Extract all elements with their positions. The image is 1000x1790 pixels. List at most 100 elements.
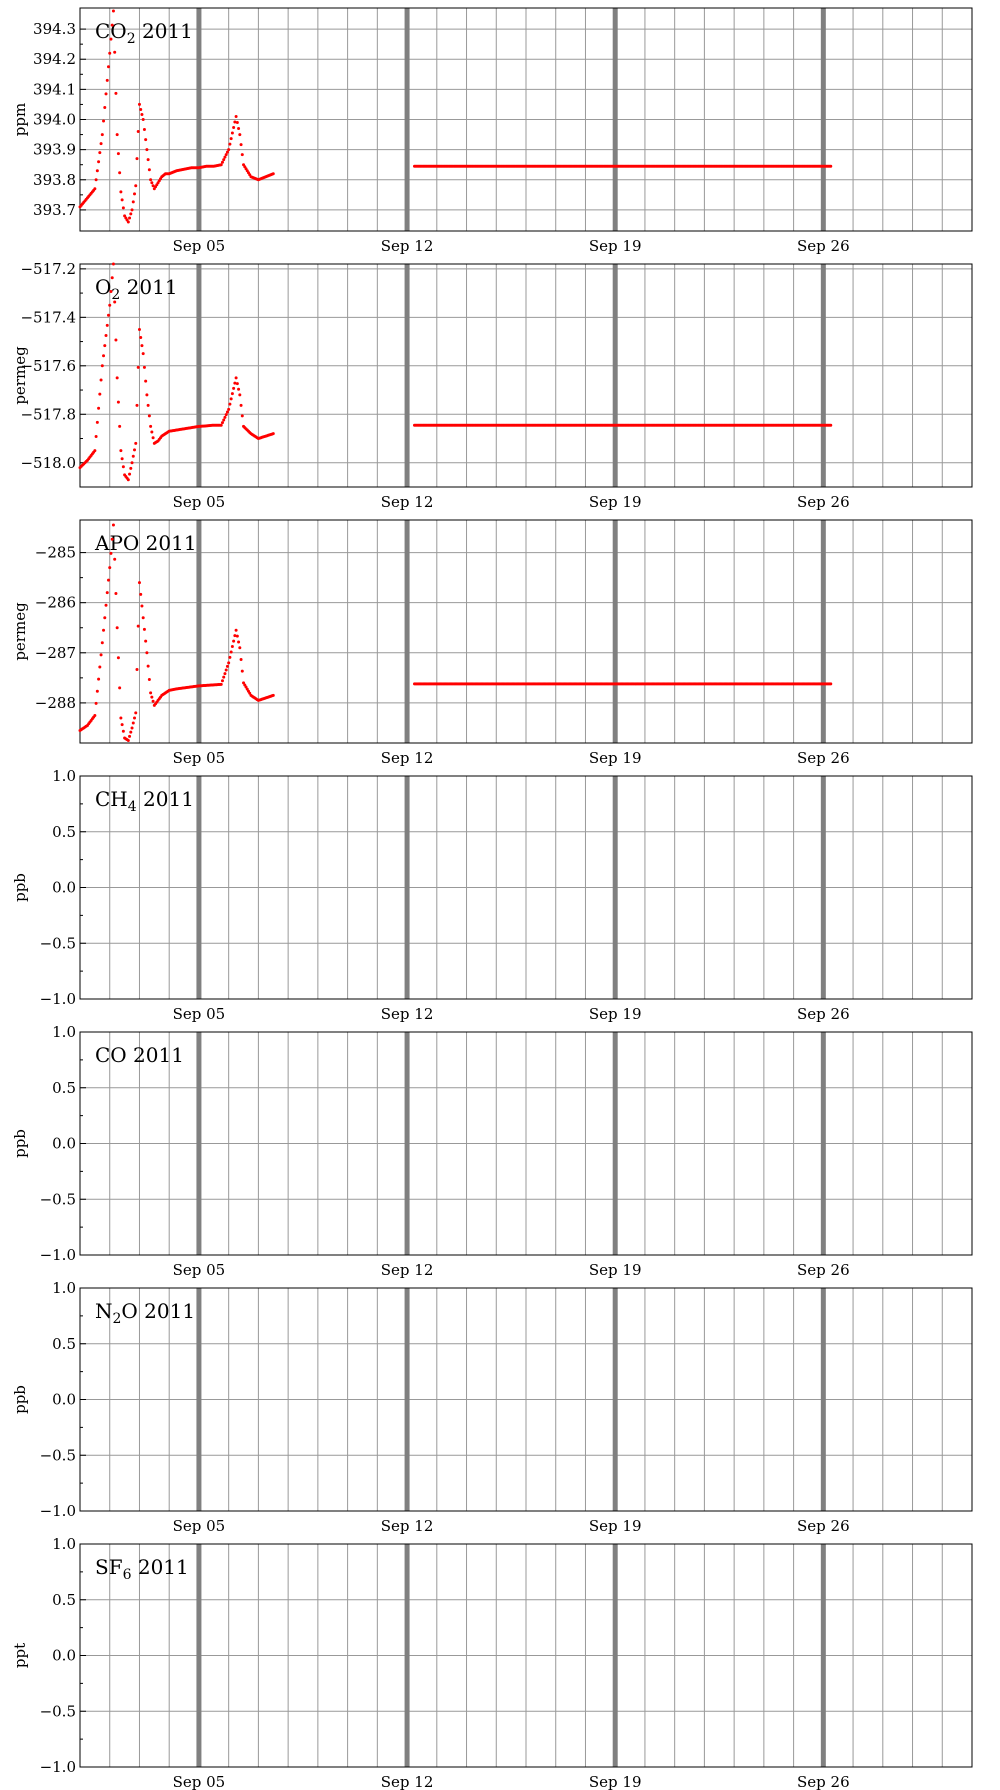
data-point [239, 403, 243, 407]
data-point [126, 738, 130, 742]
data-point [120, 723, 124, 727]
y-tick-label: −1.0 [40, 1502, 76, 1520]
data-point [110, 23, 114, 27]
data-point [140, 344, 144, 348]
data-point [240, 153, 244, 157]
data-point [219, 163, 223, 167]
data-point [104, 603, 108, 607]
data-point [230, 392, 234, 396]
x-tick-label: Sep 05 [173, 1005, 226, 1023]
panel-1: −518.0 −517.8 −517.6 −517.4 −517.2 Sep 05 Sep … [11, 260, 973, 511]
data-point [100, 133, 104, 137]
y-tick-label: 0.5 [52, 823, 76, 841]
data-point [227, 661, 231, 665]
data-point [238, 646, 242, 650]
data-point [103, 616, 107, 620]
data-point [106, 578, 110, 582]
data-point [141, 616, 145, 620]
x-tick-label: Sep 26 [797, 493, 850, 511]
data-point [121, 465, 125, 469]
x-tick-label: Sep 26 [797, 749, 850, 767]
data-point [103, 105, 107, 109]
data-point [131, 200, 135, 204]
x-tick-label: Sep 26 [797, 1005, 850, 1023]
data-point [95, 169, 99, 173]
x-tick-label: Sep 12 [381, 749, 434, 767]
panel-title-rest: 2011 [137, 787, 194, 811]
x-tick-label: Sep 05 [173, 1773, 226, 1790]
data-point [238, 133, 242, 137]
data-point [149, 424, 153, 428]
data-point [149, 691, 153, 695]
panel-4: −1.0 −0.5 0.0 0.5 1.0 Sep 05 Sep 12 Sep 19 Sep 2… [11, 1023, 973, 1279]
data-point [108, 51, 112, 55]
data-point [115, 133, 119, 137]
y-tick-label: −285 [35, 544, 76, 562]
data-point [98, 392, 102, 396]
data-point [150, 430, 154, 434]
x-tick-label: Sep 12 [381, 1261, 434, 1279]
data-point [135, 403, 139, 407]
data-point [235, 121, 239, 125]
data-point [113, 557, 117, 561]
y-tick-label: 1.0 [52, 767, 76, 785]
data-point [235, 634, 239, 638]
data-point [137, 102, 141, 106]
data-point [232, 639, 236, 643]
data-point [99, 378, 103, 382]
data-point [136, 365, 140, 369]
x-tick-label: Sep 12 [381, 493, 434, 511]
data-point [151, 184, 155, 188]
data-point [118, 424, 122, 428]
axes-frame [79, 7, 973, 232]
data-point [150, 181, 154, 185]
panel-6: −1.0 −0.5 0.0 0.5 1.0 Sep 05 Sep 12 Sep 19 Sep 2… [11, 1535, 973, 1790]
x-tick-label: Sep 05 [173, 749, 226, 767]
data-point [102, 628, 106, 632]
y-tick-label: −287 [35, 644, 76, 662]
data-point [238, 393, 242, 397]
data-point [128, 472, 132, 476]
axes-frame [79, 1031, 973, 1256]
data-point [228, 655, 232, 659]
y-tick-label: 0.0 [52, 879, 76, 897]
x-tick-label: Sep 19 [589, 749, 642, 767]
data-point [229, 397, 233, 401]
data-point [139, 336, 143, 340]
panel-title-rest: 2011 [120, 275, 177, 299]
data-point [229, 137, 233, 141]
data-point [109, 37, 113, 41]
data-point [100, 364, 104, 368]
data-point [230, 131, 234, 135]
y-tick-label: 393.7 [33, 201, 76, 219]
data-point [222, 675, 226, 679]
data-point [114, 591, 118, 595]
data-point [129, 730, 133, 734]
data-point [224, 153, 228, 157]
data-point [105, 78, 109, 82]
axes-frame [79, 1543, 973, 1768]
data-point [109, 551, 113, 555]
data-point [93, 449, 97, 453]
data-point [102, 119, 106, 123]
data-point [144, 379, 148, 383]
x-tick-label: Sep 26 [797, 1517, 850, 1535]
data-point [114, 338, 118, 342]
y-axis-label: ppm [11, 103, 29, 136]
data-point [131, 454, 135, 458]
data-point [130, 461, 134, 465]
data-point [137, 581, 141, 585]
panel-title-rest: 2011 [139, 531, 196, 555]
data-point [225, 150, 229, 154]
data-point [222, 418, 226, 422]
data-point [97, 160, 101, 164]
y-tick-label: −517.2 [20, 260, 76, 278]
data-point [133, 448, 137, 452]
y-tick-label: −286 [35, 594, 76, 612]
data-point [109, 289, 113, 293]
data-point [118, 686, 122, 690]
data-point [135, 668, 139, 672]
data-point [95, 420, 99, 424]
x-tick-label: Sep 19 [589, 1517, 642, 1535]
data-point [147, 678, 151, 682]
